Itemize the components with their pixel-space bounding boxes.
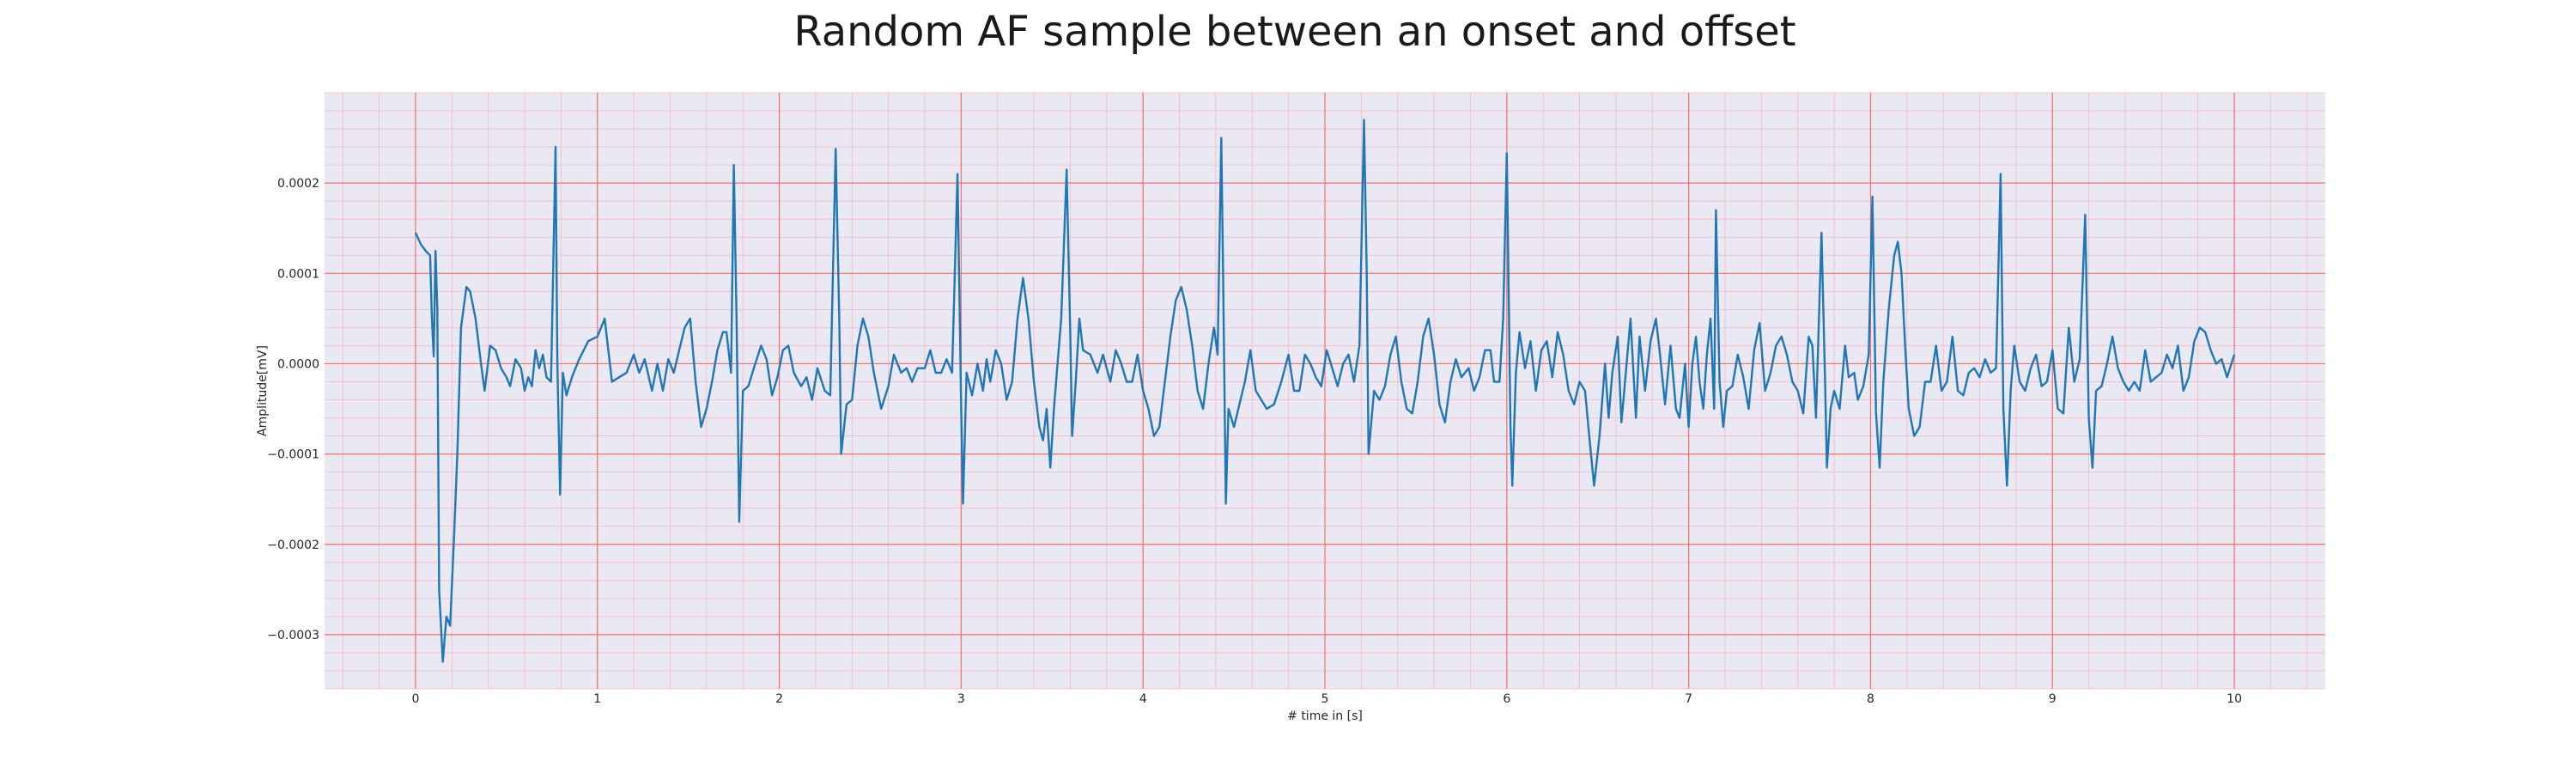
x-tick-label: 1 xyxy=(593,692,601,706)
x-tick-label: 8 xyxy=(1867,692,1874,706)
y-tick-label: −0.0002 xyxy=(267,539,319,552)
x-tick-label: 0 xyxy=(411,692,419,706)
y-tick-label: 0.0000 xyxy=(277,357,319,371)
y-axis-label: Amplitude[mV] xyxy=(256,345,270,436)
x-tick-label: 3 xyxy=(957,692,965,706)
x-tick-label: 6 xyxy=(1503,692,1510,706)
x-axis-label: # time in [s] xyxy=(1287,709,1363,723)
series-line xyxy=(414,119,2236,663)
x-tick-label: 7 xyxy=(1685,692,1692,706)
x-tick-label: 10 xyxy=(2227,692,2242,706)
y-tick-label: −0.0001 xyxy=(267,448,319,462)
y-axis-ticks: −0.0003 −0.0002 −0.0001 0.0000 0.0001 0.0002 xyxy=(267,177,319,642)
chart-title: Random AF sample between an onset and of… xyxy=(793,8,1795,56)
y-tick-label: −0.0003 xyxy=(267,629,319,642)
x-tick-label: 2 xyxy=(775,692,783,706)
x-tick-label: 9 xyxy=(2049,692,2057,706)
x-axis-ticks: 0 1 2 3 4 5 6 7 8 9 10 xyxy=(411,692,2242,706)
y-tick-label: 0.0002 xyxy=(277,177,319,191)
x-tick-label: 4 xyxy=(1139,692,1147,706)
x-tick-label: 5 xyxy=(1321,692,1329,706)
y-tick-label: 0.0001 xyxy=(277,267,319,281)
